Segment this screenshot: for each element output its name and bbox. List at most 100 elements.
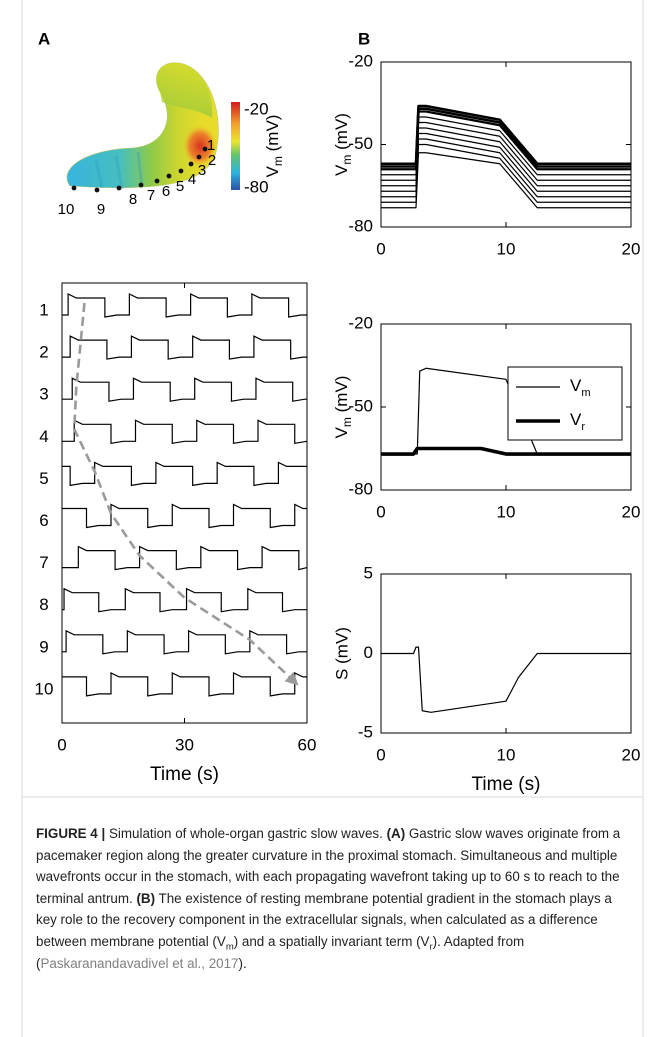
- trace: [62, 671, 307, 697]
- electrode-label: 4: [188, 171, 196, 188]
- caption-plain: Gastric slow waves originate from a pace…: [36, 826, 621, 906]
- electrode: [71, 185, 77, 191]
- caption-plain: ). Adapted from (: [36, 933, 525, 971]
- electrode-label: 7: [147, 187, 155, 204]
- colorbar-tick-label: -20: [244, 99, 269, 118]
- trace: [62, 545, 308, 571]
- legend-label-main: V: [570, 410, 582, 429]
- panel-label: B: [358, 29, 370, 48]
- legend: [507, 366, 623, 441]
- axes-frame: [61, 282, 308, 724]
- y-tick-label: -80: [348, 216, 373, 235]
- y-tick-label: 9: [39, 637, 48, 656]
- caption-link[interactable]: Paskaranandavadivel et al., 2017: [40, 955, 239, 971]
- x-tick-label: 0: [57, 735, 66, 754]
- y-tick-label: 0: [364, 643, 373, 662]
- stomach-model: [66, 62, 219, 190]
- x-tick-label: 0: [376, 502, 385, 521]
- electrode: [116, 185, 122, 191]
- trace: [62, 377, 307, 402]
- caption-bold: (B): [136, 890, 156, 906]
- electrode: [138, 182, 144, 188]
- caption-plain: ).: [238, 955, 247, 971]
- electrode-label: 1: [207, 137, 215, 154]
- y-tick-label: -50: [348, 134, 373, 153]
- y-tick-label: 8: [39, 595, 48, 614]
- axis-label-rest: (mV): [332, 113, 351, 155]
- colorbar: [231, 102, 240, 190]
- x-tick-label: 20: [622, 745, 641, 764]
- electrode-label: 5: [176, 178, 184, 195]
- trace: [62, 629, 307, 655]
- y-tick-label: 4: [39, 427, 48, 446]
- y-tick-label: -20: [348, 51, 373, 70]
- caption: FIGURE 4 | Simulation of whole-organ gas…: [36, 823, 636, 974]
- axis-label-main: V: [263, 165, 282, 177]
- electrode-label: 6: [162, 183, 170, 200]
- axis-label-rest: (mV): [332, 376, 351, 418]
- x-tick-label: 10: [497, 745, 516, 764]
- x-tick-label: 0: [376, 239, 385, 258]
- axis-label-sub: m: [340, 417, 354, 427]
- electrode: [188, 161, 194, 167]
- axis-label: S (mV): [332, 627, 351, 680]
- caption-plain: ) and a spatially invariant term (V: [233, 933, 430, 949]
- y-tick-label: 6: [39, 511, 48, 530]
- electrode-label: 3: [198, 162, 206, 179]
- y-tick-label: 10: [35, 679, 54, 698]
- y-tick-label: 5: [364, 563, 373, 582]
- axis-label-sub: m: [271, 156, 285, 166]
- x-tick-label: 10: [497, 502, 516, 521]
- axis-label-main: V: [332, 164, 351, 176]
- line: [381, 446, 631, 456]
- wavefront: [72, 302, 299, 686]
- axis-label: Vm (mV): [263, 115, 285, 178]
- trace: [62, 587, 307, 613]
- caption-plain: The existence of resting membrane potent…: [36, 890, 612, 949]
- y-tick-label: 2: [39, 343, 48, 362]
- legend-label-sub: m: [581, 387, 590, 399]
- caption-plain: Simulation of whole-organ gastric slow w…: [105, 826, 387, 841]
- x-tick-label: 0: [376, 745, 385, 764]
- electrode-label: 8: [129, 191, 137, 208]
- trace: [62, 503, 307, 529]
- panel-label: A: [38, 29, 50, 48]
- axis-label: Vm (mV): [332, 113, 354, 176]
- caption-sub: r: [429, 941, 433, 953]
- legend-label-main: V: [570, 376, 582, 395]
- caption-bold: (A): [386, 826, 406, 841]
- electrode: [202, 146, 208, 152]
- trace: [62, 293, 307, 318]
- axis-label-sub: m: [340, 155, 354, 165]
- electrode: [154, 178, 160, 184]
- axis-label: Vm (mV): [332, 376, 354, 439]
- x-tick-label: 10: [497, 239, 516, 258]
- x-tick-label: 30: [175, 735, 194, 754]
- line: [381, 646, 631, 713]
- trace: [62, 461, 307, 487]
- y-tick-label: -5: [358, 722, 373, 741]
- caption-bold: FIGURE 4 |: [36, 826, 106, 841]
- line: [381, 152, 631, 209]
- caption-sub: m: [225, 941, 234, 953]
- axis-label-main: V: [332, 426, 351, 438]
- legend-label: Vm: [570, 376, 591, 398]
- y-tick-label: -20: [348, 313, 373, 332]
- electrode-label: 2: [208, 152, 216, 169]
- x-axis-label: Time (s): [150, 764, 219, 785]
- y-tick-label: 1: [39, 300, 48, 319]
- x-axis-label: Time (s): [472, 774, 541, 795]
- trace: [62, 335, 307, 360]
- x-tick-label: 60: [298, 735, 317, 754]
- electrode: [196, 154, 202, 160]
- x-tick-label: 20: [622, 502, 641, 521]
- legend-label-sub: r: [581, 421, 585, 433]
- x-tick-label: 20: [622, 239, 641, 258]
- colorbar-tick-label: -80: [244, 177, 269, 196]
- electrode-label: 9: [97, 201, 105, 218]
- y-tick-label: 5: [39, 469, 48, 488]
